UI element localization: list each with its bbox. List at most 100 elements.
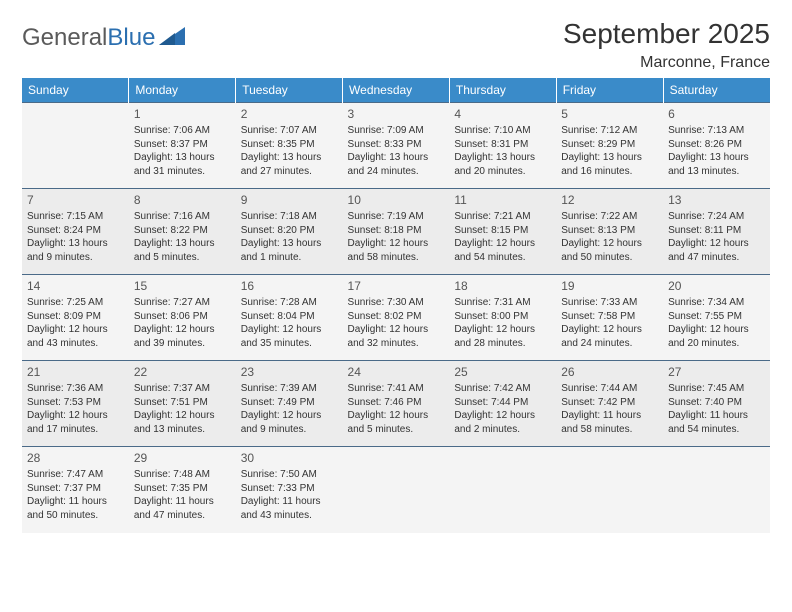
- day-number: 29: [134, 450, 231, 466]
- day-number: 4: [454, 106, 551, 122]
- day-header: Friday: [556, 78, 663, 103]
- calendar-day-cell: 24Sunrise: 7:41 AMSunset: 7:46 PMDayligh…: [343, 361, 450, 447]
- day-number: 20: [668, 278, 765, 294]
- sunset-text: Sunset: 8:15 PM: [454, 224, 551, 238]
- sunset-text: Sunset: 8:09 PM: [27, 310, 124, 324]
- logo-triangle-icon: [159, 24, 185, 52]
- sunset-text: Sunset: 7:49 PM: [241, 396, 338, 410]
- day-number: 25: [454, 364, 551, 380]
- sunset-text: Sunset: 7:42 PM: [561, 396, 658, 410]
- calendar-day-cell: 16Sunrise: 7:28 AMSunset: 8:04 PMDayligh…: [236, 275, 343, 361]
- sunset-text: Sunset: 8:22 PM: [134, 224, 231, 238]
- calendar-week-row: 21 Sunrise: 7:36 AMSunset: 7:53 PM Dayligh…: [22, 361, 770, 447]
- calendar-week-row: 1Sunrise: 7:06 AMSunset: 8:37 PMDaylight…: [22, 103, 770, 189]
- day-number: 2: [241, 106, 338, 122]
- day-number: 1: [134, 106, 231, 122]
- calendar-empty-cell: [556, 447, 663, 533]
- sunrise-text: Sunrise: 7:06 AM: [134, 124, 231, 138]
- calendar-day-cell: 13Sunrise: 7:24 AMSunset: 8:11 PMDayligh…: [663, 189, 770, 275]
- day-number: 12: [561, 192, 658, 208]
- daylight-text: Daylight: 12 hours and 50 minutes.: [561, 237, 658, 264]
- calendar-day-cell: 2Sunrise: 7:07 AMSunset: 8:35 PMDaylight…: [236, 103, 343, 189]
- calendar-day-cell: 21Sunrise: 7:36 AMSunset: 7:53 PMDayligh…: [22, 361, 129, 447]
- calendar-day-cell: 22Sunrise: 7:37 AMSunset: 7:51 PMDayligh…: [129, 361, 236, 447]
- day-header: Thursday: [449, 78, 556, 103]
- daylight-text: Daylight: 12 hours and 54 minutes.: [454, 237, 551, 264]
- daylight-text: Daylight: 12 hours and 24 minutes.: [561, 323, 658, 350]
- sunset-text: Sunset: 8:00 PM: [454, 310, 551, 324]
- page-header: GeneralBlue September 2025 Marconne, Fra…: [22, 18, 770, 72]
- sunrise-text: Sunrise: 7:16 AM: [134, 210, 231, 224]
- day-number: 6: [668, 106, 765, 122]
- daylight-text: Daylight: 13 hours and 16 minutes.: [561, 151, 658, 178]
- day-header: Wednesday: [343, 78, 450, 103]
- daylight-text: Daylight: 12 hours and 2 minutes.: [454, 409, 551, 436]
- daylight-text: Daylight: 11 hours and 54 minutes.: [668, 409, 765, 436]
- sunrise-text: Sunrise: 7:09 AM: [348, 124, 445, 138]
- day-number: 30: [241, 450, 338, 466]
- calendar-day-cell: 5Sunrise: 7:12 AMSunset: 8:29 PMDaylight…: [556, 103, 663, 189]
- calendar-week-row: 7Sunrise: 7:15 AMSunset: 8:24 PMDaylight…: [22, 189, 770, 275]
- calendar-day-cell: 10Sunrise: 7:19 AMSunset: 8:18 PMDayligh…: [343, 189, 450, 275]
- sunset-text: Sunset: 8:02 PM: [348, 310, 445, 324]
- sunrise-text: Sunrise: 7:13 AM: [668, 124, 765, 138]
- daylight-text: Daylight: 13 hours and 20 minutes.: [454, 151, 551, 178]
- calendar-week-row: 14Sunrise: 7:25 AMSunset: 8:09 PMDayligh…: [22, 275, 770, 361]
- daylight-text: Daylight: 12 hours and 32 minutes.: [348, 323, 445, 350]
- calendar-day-cell: 18Sunrise: 7:31 AMSunset: 8:00 PMDayligh…: [449, 275, 556, 361]
- sunrise-text: Sunrise: 7:47 AM: [27, 468, 124, 482]
- sunrise-text: Sunrise: 7:30 AM: [348, 296, 445, 310]
- day-header: Monday: [129, 78, 236, 103]
- sunset-text: Sunset: 8:13 PM: [561, 224, 658, 238]
- sunset-text: Sunset: 7:53 PM: [27, 396, 124, 410]
- sunrise-text: Sunrise: 7:36 AM: [27, 382, 124, 396]
- day-number: 28: [27, 450, 124, 466]
- logo-text-general: General: [22, 24, 107, 52]
- sunset-text: Sunset: 7:35 PM: [134, 482, 231, 496]
- sunrise-text: Sunrise: 7:22 AM: [561, 210, 658, 224]
- sunrise-text: Sunrise: 7:18 AM: [241, 210, 338, 224]
- sunset-text: Sunset: 8:26 PM: [668, 138, 765, 152]
- day-number: 16: [241, 278, 338, 294]
- calendar-day-cell: 17Sunrise: 7:30 AMSunset: 8:02 PMDayligh…: [343, 275, 450, 361]
- calendar-day-cell: 3Sunrise: 7:09 AMSunset: 8:33 PMDaylight…: [343, 103, 450, 189]
- day-number: 18: [454, 278, 551, 294]
- sunset-text: Sunset: 8:11 PM: [668, 224, 765, 238]
- sunset-text: Sunset: 8:06 PM: [134, 310, 231, 324]
- calendar-empty-cell: [22, 103, 129, 189]
- day-number: 7: [27, 192, 124, 208]
- calendar-day-cell: 1Sunrise: 7:06 AMSunset: 8:37 PMDaylight…: [129, 103, 236, 189]
- day-number: 26: [561, 364, 658, 380]
- day-number: 22: [134, 364, 231, 380]
- logo: GeneralBlue: [22, 24, 185, 52]
- daylight-text: Daylight: 13 hours and 9 minutes.: [27, 237, 124, 264]
- sunrise-text: Sunrise: 7:21 AM: [454, 210, 551, 224]
- sunset-text: Sunset: 8:20 PM: [241, 224, 338, 238]
- calendar-day-cell: 6Sunrise: 7:13 AMSunset: 8:26 PMDaylight…: [663, 103, 770, 189]
- day-number: 8: [134, 192, 231, 208]
- location: Marconne, France: [563, 54, 770, 72]
- sunrise-text: Sunrise: 7:48 AM: [134, 468, 231, 482]
- sunset-text: Sunset: 8:24 PM: [27, 224, 124, 238]
- daylight-text: Daylight: 12 hours and 43 minutes.: [27, 323, 124, 350]
- sunset-text: Sunset: 7:40 PM: [668, 396, 765, 410]
- sunset-text: Sunset: 8:04 PM: [241, 310, 338, 324]
- daylight-text: Daylight: 12 hours and 35 minutes.: [241, 323, 338, 350]
- calendar-day-cell: 12 Sunrise: 7:22 AMSunset: 8:13 PMDayligh…: [556, 189, 663, 275]
- daylight-text: Daylight: 12 hours and 58 minutes.: [348, 237, 445, 264]
- daylight-text: Daylight: 11 hours and 58 minutes.: [561, 409, 658, 436]
- sunrise-text: Sunrise: 7:45 AM: [668, 382, 765, 396]
- title-block: September 2025 Marconne, France: [563, 18, 770, 72]
- calendar-week-row: 28Sunrise: 7:47 AMSunset: 7:37 PMDayligh…: [22, 447, 770, 533]
- daylight-text: Daylight: 12 hours and 39 minutes.: [134, 323, 231, 350]
- day-number: 14: [27, 278, 124, 294]
- daylight-text: Daylight: 11 hours and 43 minutes.: [241, 495, 338, 522]
- sunset-text: Sunset: 8:18 PM: [348, 224, 445, 238]
- day-number: 21: [27, 364, 124, 380]
- calendar-day-cell: 9Sunrise: 7:18 AMSunset: 8:20 PMDaylight…: [236, 189, 343, 275]
- calendar-day-cell: 11Sunrise: 7:21 AMSunset: 8:15 PMDayligh…: [449, 189, 556, 275]
- day-number: 10: [348, 192, 445, 208]
- day-header-row: SundayMondayTuesdayWednesdayThursdayFrid…: [22, 78, 770, 103]
- calendar-day-cell: 23Sunrise: 7:39 AMSunset: 7:49 PMDayligh…: [236, 361, 343, 447]
- sunset-text: Sunset: 7:55 PM: [668, 310, 765, 324]
